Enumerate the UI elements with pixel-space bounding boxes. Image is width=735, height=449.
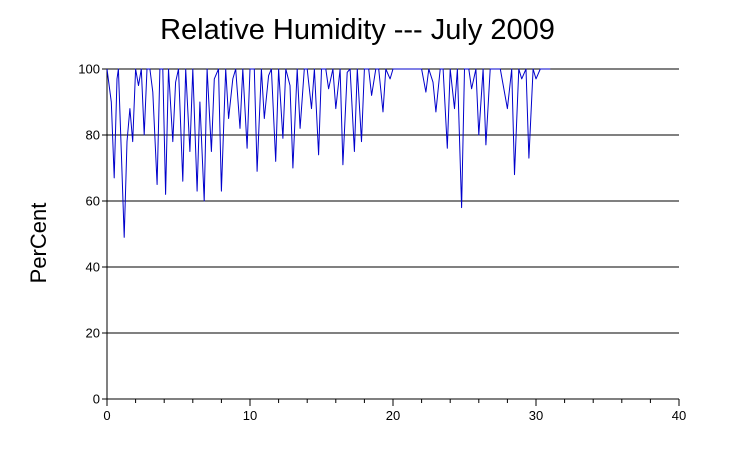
x-tick-label: 10: [243, 408, 257, 423]
gridlines: [107, 68, 679, 334]
data-series: [106, 68, 551, 238]
humidity-line-series: [106, 68, 551, 238]
tick-labels: 0 20 40 60 80 100 0 10 20 30 40: [78, 62, 686, 424]
x-tick-label: 20: [386, 408, 400, 423]
chart-title: Relative Humidity --- July 2009: [160, 14, 555, 46]
y-tick-label: 20: [86, 326, 100, 341]
y-tick-label: 60: [86, 194, 100, 209]
y-tick-label: 100: [78, 62, 100, 77]
x-tick-label: 30: [529, 408, 543, 423]
y-tick-label: 40: [86, 260, 100, 275]
y-tick-label: 80: [86, 128, 100, 143]
x-tick-label: 0: [103, 408, 110, 423]
x-tick-label: 40: [672, 408, 686, 423]
y-tick-label: 0: [93, 392, 100, 407]
axes: [102, 68, 680, 406]
